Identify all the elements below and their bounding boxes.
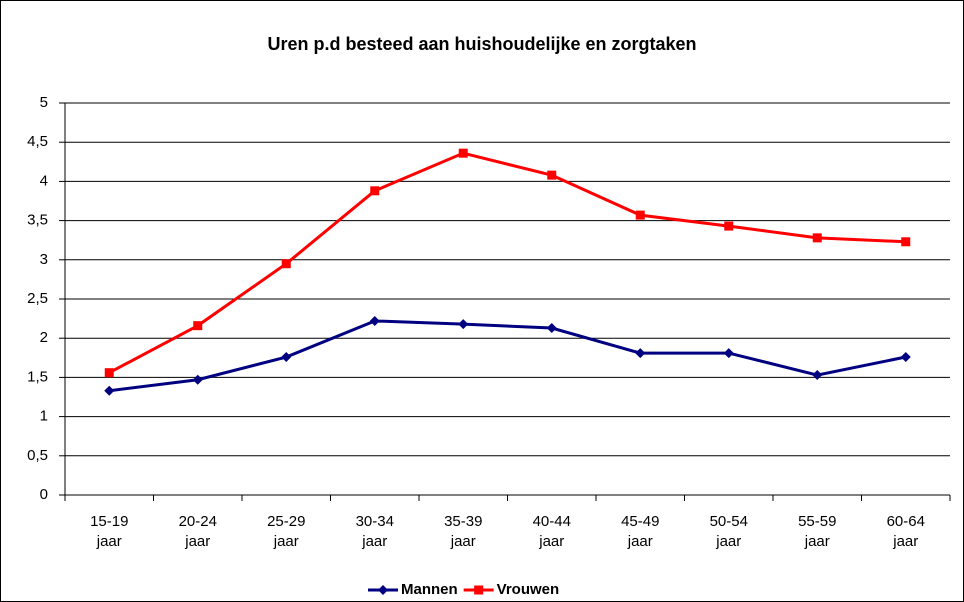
marker [635, 210, 645, 220]
x-tick-label: 25-29 jaar [267, 513, 306, 550]
y-tick-label: 2,5 [27, 290, 48, 307]
marker [474, 585, 484, 595]
y-tick-label: 5 [40, 94, 48, 111]
marker [378, 585, 388, 595]
x-tick-label: 40-44 jaar [532, 513, 571, 550]
marker [458, 148, 468, 158]
marker [369, 315, 380, 326]
y-tick-label: 3,5 [27, 212, 48, 229]
marker [546, 323, 557, 334]
x-tick-label: 55-59 jaar [798, 513, 837, 550]
marker [193, 321, 203, 331]
marker [635, 348, 646, 359]
marker [812, 370, 823, 381]
x-tick-label: 15-19 jaar [90, 513, 129, 550]
y-tick-label: 4 [40, 172, 48, 189]
marker [370, 186, 380, 196]
series-line [108, 151, 906, 375]
marker [723, 348, 734, 359]
legend-label: Mannen [401, 581, 458, 598]
marker [104, 385, 115, 396]
y-tick-label: 0,5 [27, 447, 48, 464]
chart-title: Uren p.d besteed aan huishoudelijke en z… [267, 34, 696, 54]
marker [547, 170, 557, 180]
y-tick-label: 4,5 [27, 133, 48, 150]
marker [104, 368, 114, 378]
marker [281, 259, 291, 269]
marker [281, 352, 292, 363]
y-tick-label: 1,5 [27, 368, 48, 385]
marker [900, 352, 911, 363]
y-tick-label: 3 [40, 251, 48, 268]
legend-label: Vrouwen [497, 581, 560, 598]
x-tick-label: 20-24 jaar [178, 513, 217, 550]
marker [812, 233, 822, 243]
x-tick-label: 50-54 jaar [709, 513, 748, 550]
marker [724, 221, 734, 231]
series-line [109, 319, 907, 393]
x-tick-label: 35-39 jaar [444, 513, 483, 550]
x-tick-label: 45-49 jaar [621, 513, 660, 550]
y-tick-label: 0 [40, 486, 48, 503]
marker [192, 374, 203, 385]
marker [458, 319, 469, 330]
x-tick-label: 30-34 jaar [355, 513, 394, 550]
x-tick-label: 60-64 jaar [886, 513, 925, 550]
y-tick-label: 1 [40, 408, 48, 425]
y-tick-label: 2 [40, 329, 48, 346]
marker [901, 237, 911, 247]
